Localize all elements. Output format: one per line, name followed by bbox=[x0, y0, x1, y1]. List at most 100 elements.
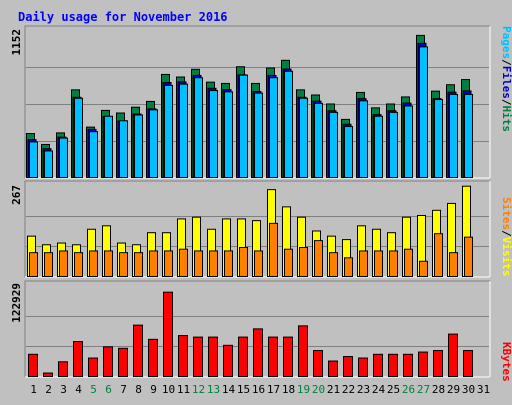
bar-sites-day-2 bbox=[44, 252, 53, 277]
legend-sep: / bbox=[500, 230, 512, 237]
bar-sites-day-10 bbox=[164, 250, 173, 278]
bar-pages-day-28 bbox=[434, 99, 443, 178]
bar-kbytes-day-7 bbox=[118, 347, 128, 377]
bar-sites-day-4 bbox=[74, 252, 83, 277]
bar-kbytes-day-4 bbox=[73, 341, 83, 377]
bar-pages-day-22 bbox=[344, 126, 353, 178]
bar-kbytes-day-20 bbox=[313, 350, 323, 377]
bar-sites-day-8 bbox=[134, 252, 143, 277]
bar-kbytes-day-12 bbox=[193, 336, 203, 377]
bar-kbytes-day-26 bbox=[403, 353, 413, 378]
legend-sep: / bbox=[500, 99, 512, 106]
bar-sites-day-30 bbox=[464, 236, 473, 278]
x-axis-day-labels: 1 2 3 4 5 6 7 8 9 10 11 12 13 14 15 16 17 18 19 20 21 22 23 24 2… bbox=[30, 383, 490, 396]
panel-top-max-label: 1152 bbox=[10, 29, 23, 56]
bar-pages-day-9 bbox=[149, 109, 158, 178]
bar-pages-day-25 bbox=[389, 111, 398, 178]
bar-pages-day-7 bbox=[119, 120, 128, 178]
bar-pages-day-23 bbox=[359, 100, 368, 178]
bar-sites-day-15 bbox=[239, 246, 248, 278]
x-tick-label-day-31: 31 bbox=[477, 383, 490, 396]
x-tick-label-day-17: 17 bbox=[267, 383, 280, 396]
bar-sites-day-24 bbox=[374, 250, 383, 278]
legend-top: Pages/Files/Hits bbox=[500, 26, 512, 132]
bar-pages-day-1 bbox=[29, 141, 38, 178]
legend-sep: / bbox=[500, 59, 512, 66]
x-tick-label-day-27: 27 bbox=[417, 383, 430, 396]
bar-sites-day-13 bbox=[209, 250, 218, 278]
bar-pages-day-14 bbox=[224, 91, 233, 178]
bar-pages-day-10 bbox=[164, 84, 173, 178]
bar-pages-day-13 bbox=[209, 90, 218, 178]
panel-kbytes bbox=[24, 280, 491, 378]
bar-pages-day-20 bbox=[314, 102, 323, 178]
bar-sites-day-1 bbox=[29, 252, 38, 277]
x-tick-label-day-14: 14 bbox=[222, 383, 236, 396]
bar-pages-day-5 bbox=[89, 131, 98, 178]
bar-pages-day-27 bbox=[419, 46, 428, 179]
panel-mid-max-label: 267 bbox=[10, 185, 23, 205]
bar-sites-day-11 bbox=[179, 248, 188, 277]
bar-sites-day-12 bbox=[194, 250, 203, 278]
legend-kbytes: KBytes bbox=[500, 342, 512, 382]
x-tick-label-day-10: 10 bbox=[162, 383, 175, 396]
bar-pages-day-24 bbox=[374, 115, 383, 178]
bar-sites-day-22 bbox=[344, 257, 353, 277]
x-tick-label-day-7: 7 bbox=[120, 383, 127, 396]
bar-kbytes-day-17 bbox=[268, 336, 278, 377]
x-tick-label-day-12: 12 bbox=[192, 383, 205, 396]
panel-bot-max-label: 122929 bbox=[10, 283, 23, 323]
bar-pages-day-30 bbox=[464, 93, 473, 178]
bar-kbytes-day-10 bbox=[163, 291, 173, 378]
legend-visits: Visits bbox=[500, 237, 512, 277]
bar-sites-day-16 bbox=[254, 250, 263, 278]
x-tick-label-day-18: 18 bbox=[282, 383, 295, 396]
bar-kbytes-day-19 bbox=[298, 325, 308, 378]
x-tick-label-day-13: 13 bbox=[207, 383, 220, 396]
bar-pages-day-3 bbox=[59, 137, 68, 179]
bar-kbytes-day-15 bbox=[238, 336, 248, 377]
bar-kbytes-day-2 bbox=[43, 372, 53, 378]
x-tick-label-day-28: 28 bbox=[432, 383, 445, 396]
legend-mid: Sites/Visits bbox=[500, 197, 512, 277]
bar-pages-day-2 bbox=[44, 150, 53, 178]
x-tick-label-day-1: 1 bbox=[30, 383, 37, 396]
bar-pages-day-29 bbox=[449, 93, 458, 178]
bar-kbytes-day-9 bbox=[148, 338, 158, 378]
legend-bot: KBytes bbox=[500, 342, 512, 382]
bar-sites-day-5 bbox=[89, 250, 98, 278]
panel-hits-files-pages bbox=[24, 25, 491, 179]
bar-kbytes-day-28 bbox=[433, 350, 443, 377]
bar-kbytes-day-21 bbox=[328, 360, 338, 378]
x-tick-label-day-22: 22 bbox=[342, 383, 355, 396]
bar-pages-day-6 bbox=[104, 115, 113, 178]
bar-pages-day-21 bbox=[329, 111, 338, 178]
chart-title: Daily usage for November 2016 bbox=[18, 10, 228, 24]
bar-kbytes-day-5 bbox=[88, 357, 98, 378]
bar-pages-day-8 bbox=[134, 114, 143, 178]
bar-sites-day-14 bbox=[224, 250, 233, 278]
bar-sites-day-28 bbox=[434, 233, 443, 277]
x-tick-label-day-26: 26 bbox=[402, 383, 415, 396]
bar-pages-day-11 bbox=[179, 83, 188, 178]
x-tick-label-day-6: 6 bbox=[105, 383, 112, 396]
x-tick-label-day-16: 16 bbox=[252, 383, 265, 396]
bar-pages-day-15 bbox=[239, 74, 248, 178]
x-tick-label-day-24: 24 bbox=[372, 383, 386, 396]
bar-kbytes-day-14 bbox=[223, 344, 233, 377]
bar-sites-day-7 bbox=[119, 252, 128, 277]
legend-pages: Pages bbox=[500, 26, 512, 59]
bar-sites-day-19 bbox=[299, 246, 308, 278]
x-tick-label-day-21: 21 bbox=[327, 383, 340, 396]
bar-pages-day-17 bbox=[269, 77, 278, 178]
x-tick-label-day-23: 23 bbox=[357, 383, 370, 396]
x-tick-label-day-20: 20 bbox=[312, 383, 325, 396]
x-tick-label-day-25: 25 bbox=[387, 383, 400, 396]
bar-sites-day-20 bbox=[314, 240, 323, 278]
x-tick-label-day-15: 15 bbox=[237, 383, 250, 396]
bar-pages-day-12 bbox=[194, 77, 203, 178]
bar-sites-day-29 bbox=[449, 252, 458, 277]
bar-kbytes-day-29 bbox=[448, 333, 458, 378]
bar-kbytes-day-3 bbox=[58, 361, 68, 377]
